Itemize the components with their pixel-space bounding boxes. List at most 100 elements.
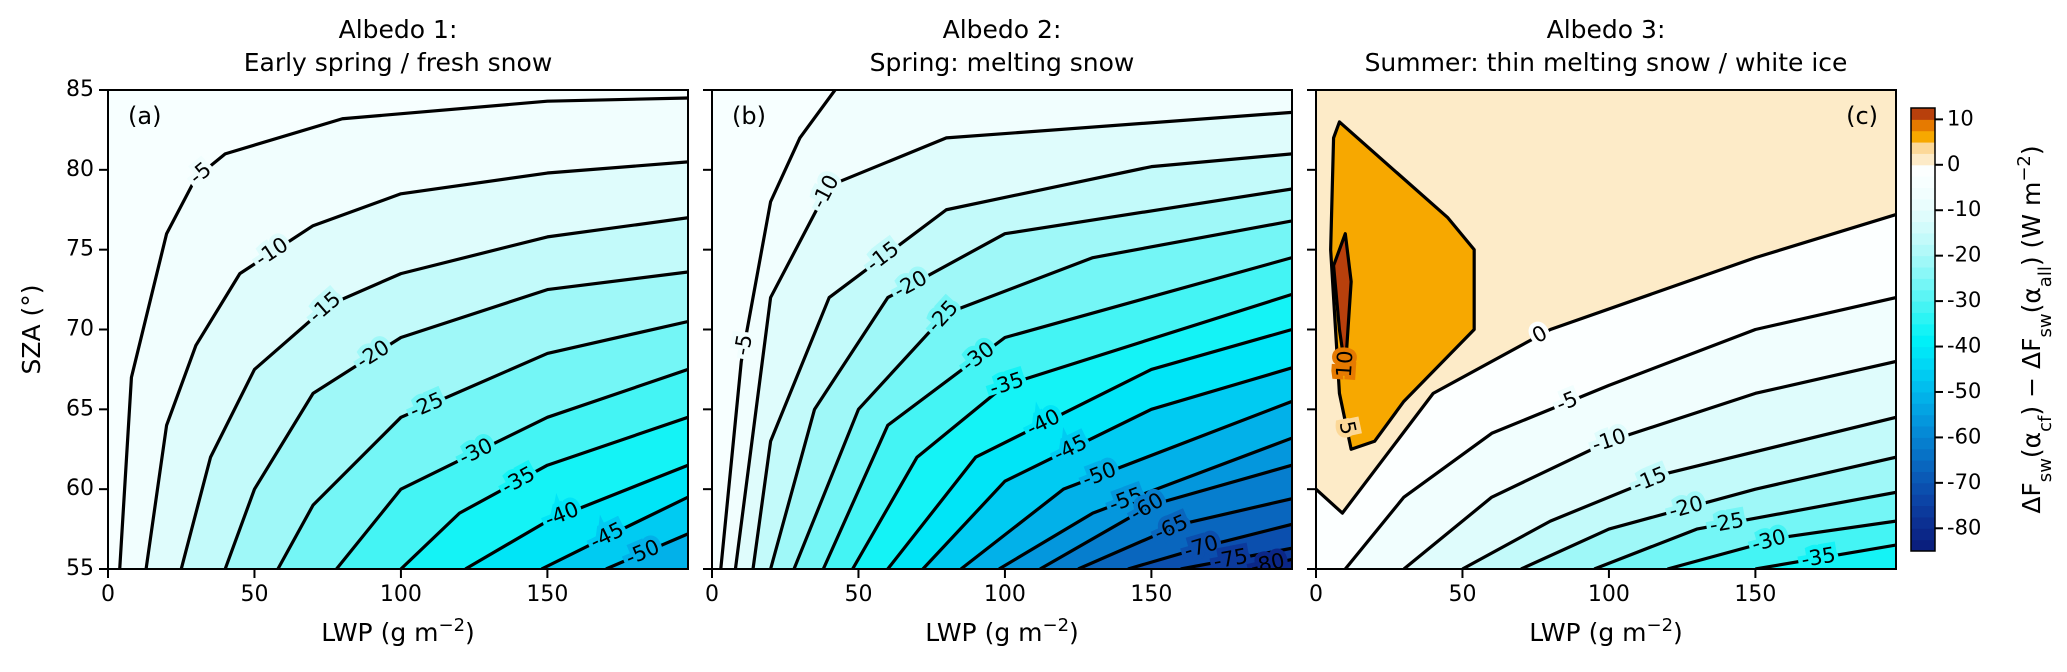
colorbar-band xyxy=(1911,278,1935,291)
contour-line xyxy=(399,415,688,569)
contour-line xyxy=(1755,543,1896,569)
colorbar-band xyxy=(1911,323,1935,336)
x-axis-label: LWP (g m−2) xyxy=(1529,615,1683,648)
colorbar-band xyxy=(1911,516,1935,529)
colorbar-tick-label: -40 xyxy=(1947,334,1981,358)
label-part: ) xyxy=(2017,145,2046,155)
contour-line xyxy=(540,495,688,569)
label-part: −2 xyxy=(2014,155,2035,182)
colorbar-band xyxy=(1911,142,1935,154)
y-tick-label: 75 xyxy=(66,237,94,262)
colorbar-band xyxy=(1911,108,1935,120)
label-part: LWP (g m xyxy=(321,618,438,647)
colorbar-tick-label: -50 xyxy=(1947,379,1981,403)
label-part: sw xyxy=(2035,458,2056,482)
panel-title: Albedo 1: xyxy=(339,15,458,44)
x-axis-label: LWP (g m−2) xyxy=(925,615,1079,648)
colorbar-band xyxy=(1911,176,1935,189)
colorbar-band xyxy=(1911,255,1935,268)
colorbar-band xyxy=(1911,301,1935,313)
contour-line xyxy=(821,256,1292,569)
contour-line xyxy=(1180,546,1292,569)
colorbar-band xyxy=(1911,153,1935,166)
label-part: (α xyxy=(2017,432,2046,458)
colorbar-tick-label: -20 xyxy=(1947,243,1981,267)
colorbar-band xyxy=(1911,221,1935,234)
x-tick-label: 150 xyxy=(526,582,568,607)
colorbar-band xyxy=(1911,119,1935,132)
label-part: ) xyxy=(465,618,475,647)
colorbar-tick-label: -70 xyxy=(1947,470,1981,494)
x-tick-label: 50 xyxy=(240,582,268,607)
colorbar-band xyxy=(1911,471,1935,484)
contour-line xyxy=(851,292,1292,569)
label-part: cf xyxy=(2035,415,2056,432)
colorbar-band xyxy=(1911,335,1935,348)
label-part: ) (W m xyxy=(2017,182,2046,266)
colorbar-band xyxy=(1911,403,1935,416)
contour-line xyxy=(769,187,1292,569)
colorbar-band xyxy=(1911,528,1935,541)
contour-line xyxy=(1127,522,1292,569)
panel-label: (a) xyxy=(128,102,161,130)
label-part: ) xyxy=(1673,618,1683,647)
colorbar-band xyxy=(1911,505,1935,518)
colorbar-tick-label: -80 xyxy=(1947,515,1981,539)
y-tick-label: 85 xyxy=(66,77,94,102)
colorbar-band xyxy=(1911,346,1935,359)
colorbar-band xyxy=(1911,198,1935,211)
colorbar-band xyxy=(1911,494,1935,507)
colorbar-band xyxy=(1911,187,1935,200)
plot-area: -5-10-15-20-25-30-35-40-45-50-55-60-65-7… xyxy=(712,90,1292,569)
colorbar-tick-label: 10 xyxy=(1947,106,1974,130)
colorbar-band xyxy=(1911,232,1935,245)
contour-line xyxy=(921,366,1292,569)
contour-line xyxy=(733,110,1292,569)
colorbar-tick-label: -60 xyxy=(1947,424,1981,448)
contour-line xyxy=(605,532,688,569)
y-tick-label: 80 xyxy=(66,157,94,182)
label-part: −2 xyxy=(1647,615,1674,636)
colorbar-band xyxy=(1911,164,1935,177)
contour-line xyxy=(751,152,1292,569)
contour-line xyxy=(792,219,1292,569)
colorbar-band xyxy=(1911,289,1935,302)
contour-line xyxy=(276,319,688,569)
colorbar-tick-label: 0 xyxy=(1947,152,1960,176)
label-part: LWP (g m xyxy=(925,618,1042,647)
contour-line xyxy=(118,96,688,569)
contour-line xyxy=(1316,213,1896,515)
contour-line xyxy=(1344,296,1896,569)
panel-label: (b) xyxy=(732,102,766,130)
contour-line xyxy=(464,463,688,569)
contour-line xyxy=(960,399,1292,569)
contour-line xyxy=(1331,232,1353,372)
x-tick-label: 150 xyxy=(1130,582,1172,607)
contour-line xyxy=(179,216,688,569)
colorbar-band xyxy=(1911,312,1935,325)
contour-line xyxy=(1329,120,1476,451)
label-part: ΔF xyxy=(2017,482,2046,513)
panel-title: Early spring / fresh snow xyxy=(244,48,553,77)
label-part: −2 xyxy=(1043,615,1070,636)
x-tick-label: 100 xyxy=(984,582,1026,607)
contour-line xyxy=(1593,490,1896,569)
contour-line xyxy=(998,436,1292,569)
colorbar-band xyxy=(1911,244,1935,257)
plot-area: -5-10-15-20-25-30-35-40-45-50 xyxy=(108,90,688,569)
colorbar-label: ΔFsw(αcf) − ΔFsw(αall) (W m−2) xyxy=(2014,145,2056,513)
contour-label: -5 xyxy=(730,332,757,357)
x-tick-label: 150 xyxy=(1734,582,1776,607)
colorbar-band xyxy=(1911,210,1935,223)
panel-title: Albedo 2: xyxy=(943,15,1062,44)
contour-line xyxy=(1247,557,1292,569)
x-tick-label: 0 xyxy=(1309,582,1323,607)
y-tick-label: 55 xyxy=(66,556,94,581)
contour-line xyxy=(1520,455,1896,569)
colorbar-band xyxy=(1911,130,1935,143)
colorbar-band xyxy=(1911,357,1935,370)
colorbar-tick-label: -10 xyxy=(1947,197,1981,221)
contour-line xyxy=(223,270,688,569)
x-tick-label: 0 xyxy=(101,582,115,607)
